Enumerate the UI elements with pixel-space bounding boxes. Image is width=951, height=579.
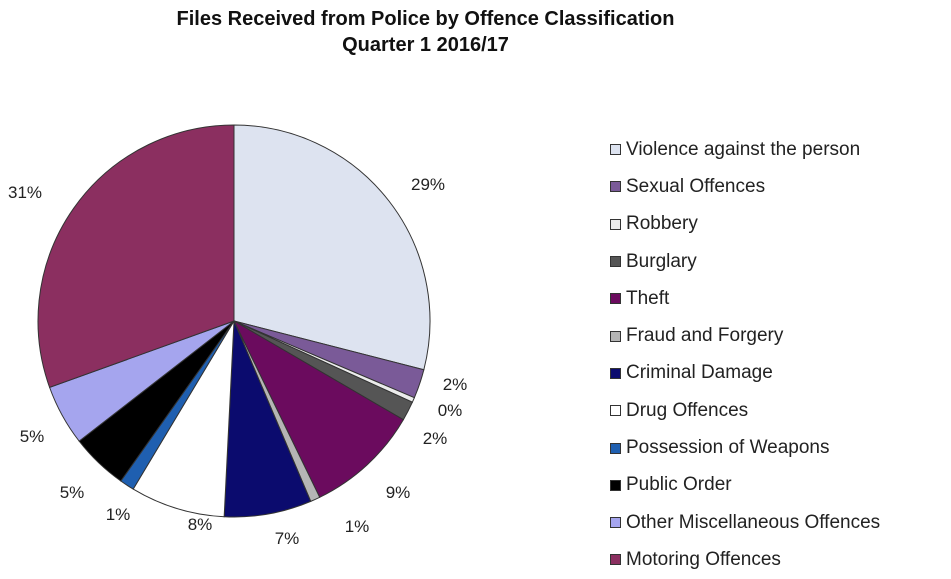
legend-item: Criminal Damage	[610, 355, 880, 392]
pie-slice-violence-against-the-person	[233, 124, 431, 371]
legend-swatch	[610, 218, 621, 230]
legend-item: Burglary	[610, 243, 880, 280]
data-label-possession-of-weapons: 1%	[106, 505, 131, 524]
chart-title-line1: Files Received from Police by Offence Cl…	[176, 8, 675, 30]
legend-swatch	[610, 144, 621, 156]
legend-swatch	[610, 330, 621, 342]
legend-label: Burglary	[626, 250, 697, 272]
legend-label: Motoring Offences	[626, 548, 781, 570]
legend-label: Robbery	[626, 213, 698, 235]
legend-item: Other Miscellaneous Offences	[610, 504, 880, 541]
legend-item: Violence against the person	[610, 131, 880, 168]
legend-swatch	[610, 554, 621, 566]
legend-label: Fraud and Forgery	[626, 325, 784, 347]
data-label-public-order: 5%	[60, 483, 85, 502]
data-label-fraud-and-forgery: 1%	[345, 517, 370, 536]
chart-title: Files Received from Police by Offence Cl…	[0, 6, 851, 58]
legend-label: Possession of Weapons	[626, 437, 830, 459]
legend-label: Sexual Offences	[626, 175, 766, 197]
data-label-criminal-damage: 7%	[275, 529, 300, 548]
legend-label: Drug Offences	[626, 399, 749, 421]
legend-item: Robbery	[610, 206, 880, 243]
legend-swatch	[610, 293, 621, 305]
legend: Violence against the person Sexual Offenc…	[610, 131, 880, 579]
data-label-sexual-offences: 2%	[443, 375, 468, 394]
legend-swatch	[610, 405, 621, 417]
legend-label: Violence against the person	[626, 138, 861, 160]
legend-swatch	[610, 517, 621, 529]
legend-label: Public Order	[626, 474, 732, 496]
legend-item: Public Order	[610, 467, 880, 504]
chart-subtitle: Quarter 1 2016/17	[342, 34, 509, 56]
data-label-theft: 9%	[386, 483, 411, 502]
legend-item: Sexual Offences	[610, 168, 880, 205]
legend-item: Possession of Weapons	[610, 429, 880, 466]
pie-chart: 29% 2% 0% 2% 9% 1% 7% 8% 1% 5% 5% 31%	[8, 124, 468, 548]
legend-swatch	[610, 367, 621, 379]
legend-label: Criminal Damage	[626, 362, 773, 384]
legend-swatch	[610, 181, 621, 193]
legend-swatch	[610, 479, 621, 491]
legend-item: Motoring Offences	[610, 541, 880, 578]
legend-item: Theft	[610, 280, 880, 317]
legend-label: Theft	[626, 287, 670, 309]
legend-swatch	[610, 442, 621, 454]
legend-swatch	[610, 256, 621, 268]
data-label-motoring-offences: 31%	[8, 183, 42, 202]
data-label-other-miscellaneous-offences: 5%	[20, 427, 45, 446]
data-label-violence-against-the-person: 29%	[411, 175, 445, 194]
data-label-burglary: 2%	[423, 429, 448, 448]
data-label-drug-offences: 8%	[188, 515, 213, 534]
pie-slice-motoring-offences	[37, 124, 235, 389]
legend-label: Other Miscellaneous Offences	[626, 511, 881, 533]
pie-slice-theft	[232, 319, 405, 498]
legend-item: Drug Offences	[610, 392, 880, 429]
legend-item: Fraud and Forgery	[610, 317, 880, 354]
data-label-robbery: 0%	[438, 401, 463, 420]
pie-slice-drug-offences	[132, 320, 235, 518]
